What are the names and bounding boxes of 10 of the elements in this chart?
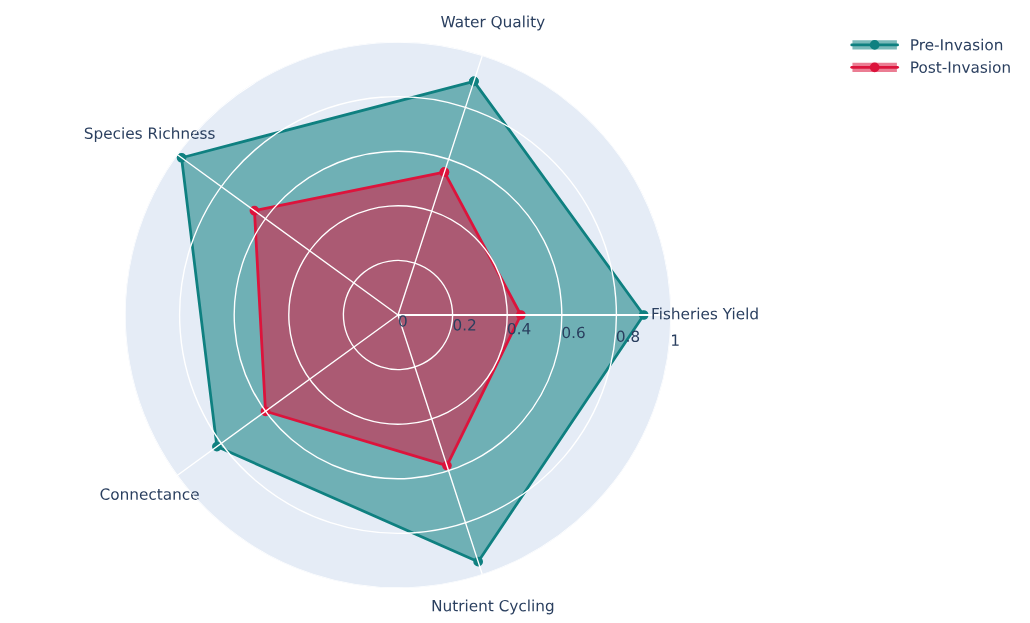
spoke-label: Fisheries Yield <box>652 307 758 320</box>
y-tick-label: 0.2 <box>453 319 476 331</box>
y-tick-label: 0.6 <box>562 326 585 339</box>
spoke-label: Species Richness <box>84 127 215 142</box>
y-tick-label: 1 <box>672 334 679 346</box>
spoke-label: Connectance <box>100 488 199 500</box>
spoke-label: Water Quality <box>441 15 545 31</box>
legend-label: Pre-Invasion <box>911 38 1003 51</box>
legend-label: Post-Invasion <box>911 61 1010 73</box>
spoke-label: Nutrient Cycling <box>432 599 554 615</box>
